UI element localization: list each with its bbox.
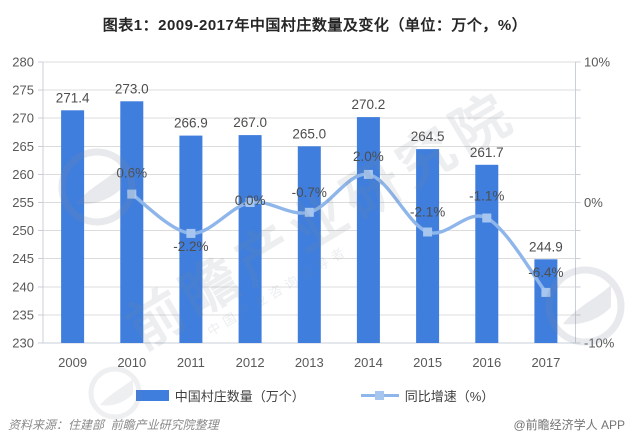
y-left-tick-label: 270 <box>12 111 34 126</box>
bar-2015 <box>416 149 440 343</box>
x-tick-label-2016: 2016 <box>472 355 501 370</box>
bar-2017 <box>534 259 558 343</box>
bar-label-2015: 264.5 <box>411 129 445 144</box>
y-left-tick-label: 235 <box>12 307 34 322</box>
bars <box>61 101 558 343</box>
marker-2015 <box>423 227 433 237</box>
bar-2010 <box>120 101 144 343</box>
x-tick-label-2009: 2009 <box>58 355 87 370</box>
bar-label-2017: 244.9 <box>529 239 563 254</box>
x-tick-label-2017: 2017 <box>531 355 560 370</box>
bar-value-labels: 271.4 273.0 266.9 267.0 265.0 270.2 264.5 261.7… <box>56 81 563 254</box>
y-right-tick-label: -10% <box>584 336 615 351</box>
marker-2011 <box>186 228 196 238</box>
bar-2013 <box>297 146 321 343</box>
credit-text: @前瞻经济学人 APP <box>513 418 625 432</box>
y-left-tick-label: 240 <box>12 279 34 294</box>
bar-label-2010: 273.0 <box>115 81 149 96</box>
marker-2010 <box>127 189 137 199</box>
bar-label-2013: 265.0 <box>292 126 326 141</box>
marker-2013 <box>304 207 314 217</box>
y-left-tick-label: 280 <box>12 55 34 70</box>
bar-label-2012: 267.0 <box>233 115 267 130</box>
legend: 中国村庄数量（万个） 同比增速（%） <box>0 383 630 407</box>
bar-2009 <box>61 110 85 343</box>
bar-label-2016: 261.7 <box>470 145 504 160</box>
bar-2012 <box>238 135 262 343</box>
y-left-tick-label: 245 <box>12 251 34 266</box>
y-left-tick-label: 260 <box>12 167 34 182</box>
x-tick-label-2012: 2012 <box>236 355 265 370</box>
x-tick-label-2015: 2015 <box>413 355 442 370</box>
x-axis-labels: 2009 2010 2011 2012 2013 2014 2015 2016 2017 <box>58 355 560 370</box>
line-label-2014: 2.0% <box>353 149 384 164</box>
y-left-tick-label: 230 <box>12 336 34 351</box>
y-right-tick-label: 0% <box>584 195 603 210</box>
bar-2016 <box>475 164 499 343</box>
line-label-2010: 0.6% <box>116 166 147 181</box>
line-label-2015: -2.1% <box>410 205 445 220</box>
marker-2016 <box>482 213 492 223</box>
x-tick-label-2011: 2011 <box>177 355 205 370</box>
x-tick-label-2014: 2014 <box>354 355 383 370</box>
legend-line-marker-icon <box>375 390 385 400</box>
legend-line-swatch-icon <box>360 390 399 400</box>
marker-2014 <box>363 169 373 179</box>
legend-item-growth-rate: 同比增速（%） <box>360 386 495 405</box>
marker-2012 <box>245 198 255 207</box>
line-markers <box>127 169 551 297</box>
line-label-2017: -6.4% <box>528 265 563 280</box>
x-tick-label-2010: 2010 <box>117 355 146 370</box>
footer: 资料来源：住建部 前瞻产业研究院整理 @前瞻经济学人 APP <box>8 416 625 433</box>
bar-label-2014: 270.2 <box>352 97 386 112</box>
y-left-tick-label: 265 <box>12 139 34 154</box>
bar-2011 <box>179 135 203 343</box>
y-left-tick-label: 255 <box>12 195 34 210</box>
y-left-tick-label: 275 <box>12 83 34 98</box>
marker-2017 <box>541 287 551 297</box>
y-left-tick-label: 250 <box>12 223 34 238</box>
line-label-2012: 0.0% <box>235 193 266 208</box>
legend-label-growth-rate: 同比增速（%） <box>404 388 495 404</box>
line-label-2011: -2.2% <box>173 239 208 254</box>
bar-label-2009: 271.4 <box>56 90 90 105</box>
line-label-2016: -1.1% <box>469 189 504 204</box>
line-value-labels: 0.6% -2.2% 0.0% -0.7% 2.0% -2.1% -1.1% -6.4% <box>116 149 563 280</box>
legend-item-village-count: 中国村庄数量（万个） <box>135 386 305 405</box>
legend-label-village-count: 中国村庄数量（万个） <box>174 388 305 404</box>
x-tick-label-2013: 2013 <box>295 355 324 370</box>
bar-label-2011: 266.9 <box>174 116 208 131</box>
y-axis-left-labels: 280 275 270 265 260 255 250 245 240 235 230 <box>12 55 34 351</box>
chart-title: 图表1：2009-2017年中国村庄数量及变化（单位：万个，%） <box>102 17 528 34</box>
y-right-tick-label: 10% <box>584 55 610 70</box>
y-axis-right-labels: 10% 0% -10% <box>584 55 615 351</box>
line-label-2013: -0.7% <box>292 185 327 200</box>
legend-bar-swatch-icon <box>135 389 169 401</box>
source-text: 资料来源：住建部 前瞻产业研究院整理 <box>8 418 219 432</box>
